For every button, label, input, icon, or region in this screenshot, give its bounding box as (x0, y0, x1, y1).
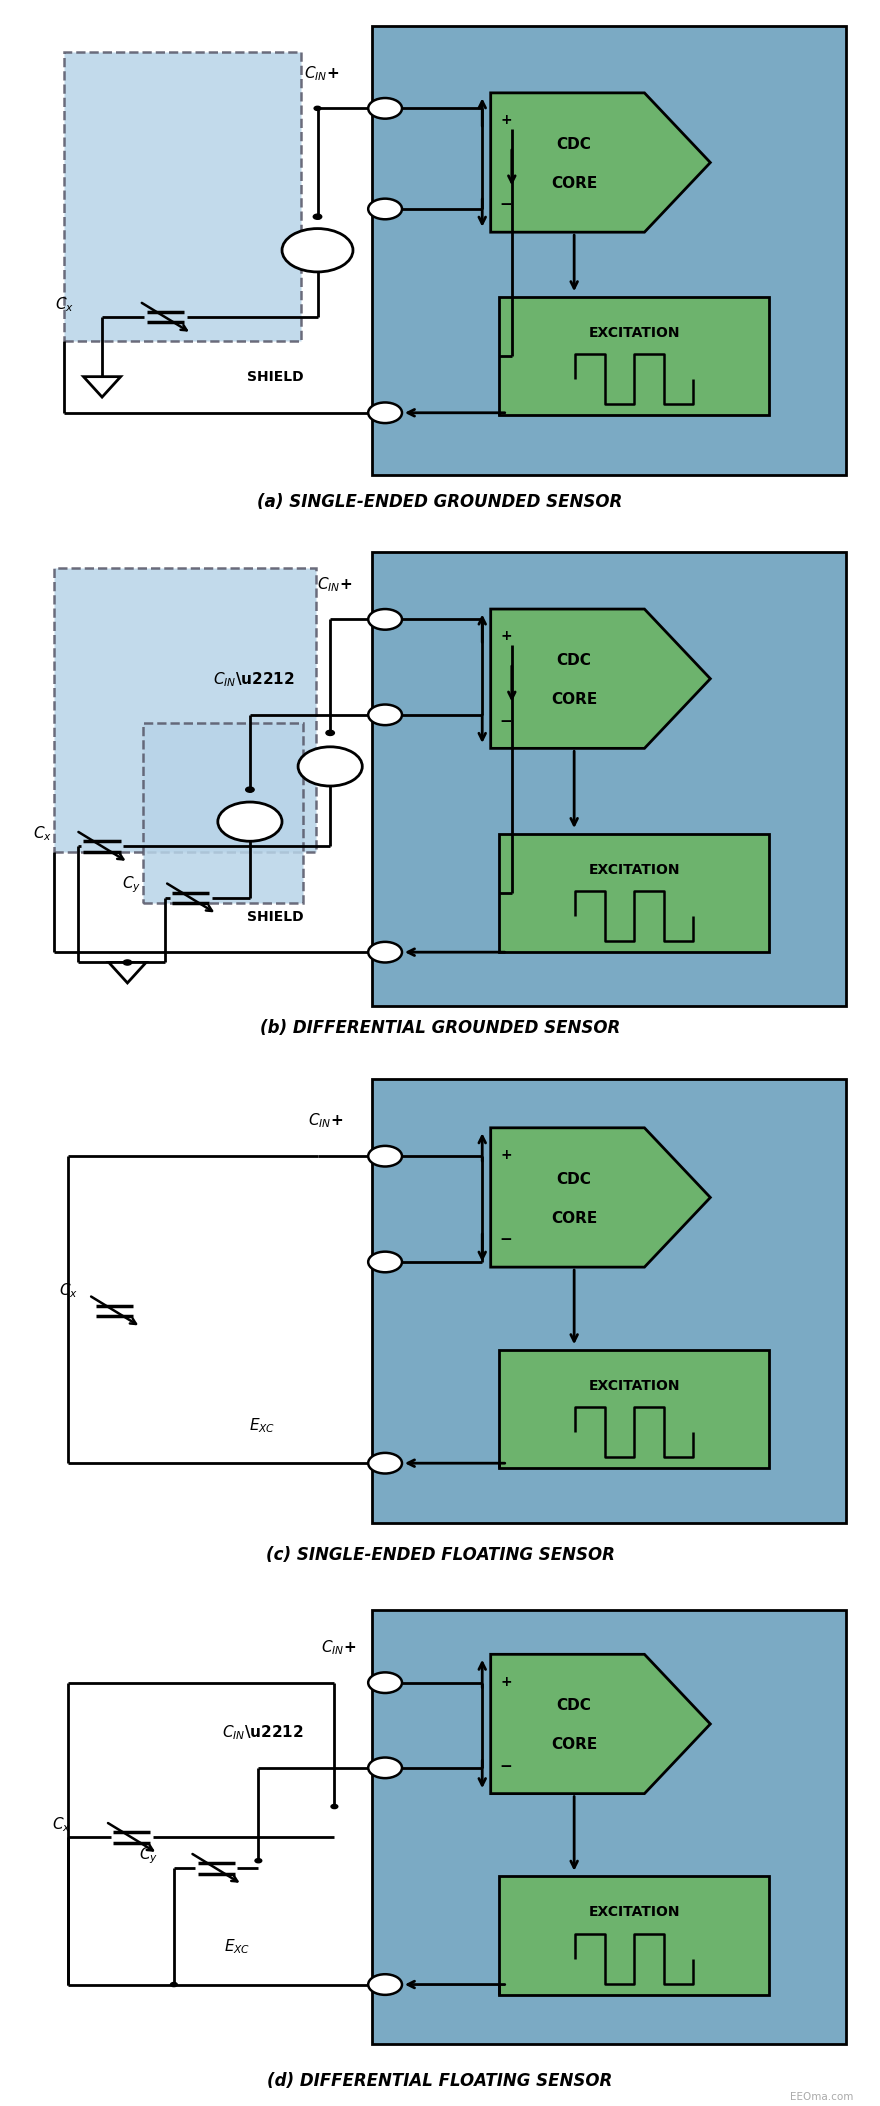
Text: SHIELD: SHIELD (247, 371, 304, 385)
Circle shape (218, 802, 282, 840)
Text: (b) DIFFERENTIAL GROUNDED SENSOR: (b) DIFFERENTIAL GROUNDED SENSOR (260, 1019, 620, 1038)
Circle shape (368, 198, 402, 219)
Circle shape (246, 788, 254, 792)
Circle shape (368, 941, 402, 962)
Bar (499, 834, 769, 952)
Circle shape (255, 1860, 261, 1864)
Circle shape (368, 99, 402, 118)
Text: $C_y$: $C_y$ (122, 874, 141, 895)
Text: EXCITATION: EXCITATION (589, 1906, 680, 1919)
Text: EXCITATION: EXCITATION (589, 326, 680, 339)
Text: SHIELD: SHIELD (247, 910, 304, 925)
Text: +: + (500, 1674, 511, 1689)
Text: (a) SINGLE-ENDED GROUNDED SENSOR: (a) SINGLE-ENDED GROUNDED SENSOR (257, 493, 623, 512)
Text: CORE: CORE (551, 1737, 598, 1752)
Circle shape (368, 609, 402, 630)
Circle shape (314, 105, 321, 110)
Bar (499, 1876, 769, 1994)
Text: CORE: CORE (551, 175, 598, 192)
Bar (499, 297, 769, 415)
Bar (54, 569, 316, 851)
Polygon shape (491, 609, 710, 748)
Text: $C_{IN}$+: $C_{IN}$+ (308, 1112, 343, 1131)
Text: (c) SINGLE-ENDED FLOATING SENSOR: (c) SINGLE-ENDED FLOATING SENSOR (266, 1546, 614, 1565)
Bar (143, 722, 303, 903)
Circle shape (368, 1453, 402, 1474)
Text: $C_x$: $C_x$ (52, 1815, 71, 1834)
Text: $C_y$: $C_y$ (139, 1845, 158, 1866)
Bar (372, 25, 846, 474)
Circle shape (368, 1759, 402, 1777)
Text: CDC: CDC (557, 1171, 591, 1188)
Polygon shape (491, 1129, 710, 1268)
Circle shape (368, 1146, 402, 1167)
Circle shape (298, 748, 363, 786)
Text: CORE: CORE (551, 1211, 598, 1226)
Text: EXCITATION: EXCITATION (589, 863, 680, 876)
Polygon shape (109, 962, 146, 984)
Circle shape (368, 402, 402, 423)
Text: EXCITATION: EXCITATION (589, 1379, 680, 1392)
Text: −: − (500, 1759, 512, 1773)
Circle shape (313, 215, 322, 219)
Circle shape (368, 1251, 402, 1272)
Text: $C_{IN}$+: $C_{IN}$+ (321, 1638, 356, 1657)
Circle shape (171, 1982, 177, 1986)
Text: $C_x$: $C_x$ (59, 1280, 77, 1299)
Polygon shape (491, 1655, 710, 1794)
Polygon shape (84, 377, 121, 398)
Text: $C_{IN}$\u2212: $C_{IN}$\u2212 (213, 670, 295, 689)
Text: +: + (500, 114, 511, 126)
Text: $C_{IN}$\u2212: $C_{IN}$\u2212 (222, 1723, 304, 1742)
Circle shape (123, 960, 132, 965)
Text: (d) DIFFERENTIAL FLOATING SENSOR: (d) DIFFERENTIAL FLOATING SENSOR (268, 2072, 612, 2091)
Text: −: − (500, 198, 512, 213)
Polygon shape (491, 93, 710, 232)
Text: CORE: CORE (551, 693, 598, 708)
Text: $C_x$: $C_x$ (33, 823, 53, 842)
Circle shape (326, 731, 334, 735)
Text: −: − (500, 714, 512, 729)
Text: +: + (500, 1148, 511, 1163)
Text: $C_{IN}$+: $C_{IN}$+ (304, 63, 340, 82)
Circle shape (368, 1672, 402, 1693)
Text: $C_x$: $C_x$ (55, 295, 74, 314)
Bar (372, 1078, 846, 1523)
Circle shape (282, 230, 353, 272)
Bar (372, 1611, 846, 2043)
Text: CDC: CDC (557, 137, 591, 152)
Text: $E_{XC}$: $E_{XC}$ (249, 1415, 275, 1434)
Circle shape (368, 1973, 402, 1994)
Text: −: − (500, 1232, 512, 1247)
Bar (499, 1350, 769, 1468)
Bar (372, 552, 846, 1007)
Circle shape (331, 1805, 338, 1809)
Text: EEOma.com: EEOma.com (790, 2091, 854, 2102)
Bar (64, 51, 301, 341)
Circle shape (368, 706, 402, 724)
Text: CDC: CDC (557, 653, 591, 668)
Text: +: + (500, 630, 511, 644)
Text: $E_{XC}$: $E_{XC}$ (224, 1938, 251, 1956)
Text: CDC: CDC (557, 1697, 591, 1714)
Text: $C_{IN}$+: $C_{IN}$+ (317, 575, 352, 594)
